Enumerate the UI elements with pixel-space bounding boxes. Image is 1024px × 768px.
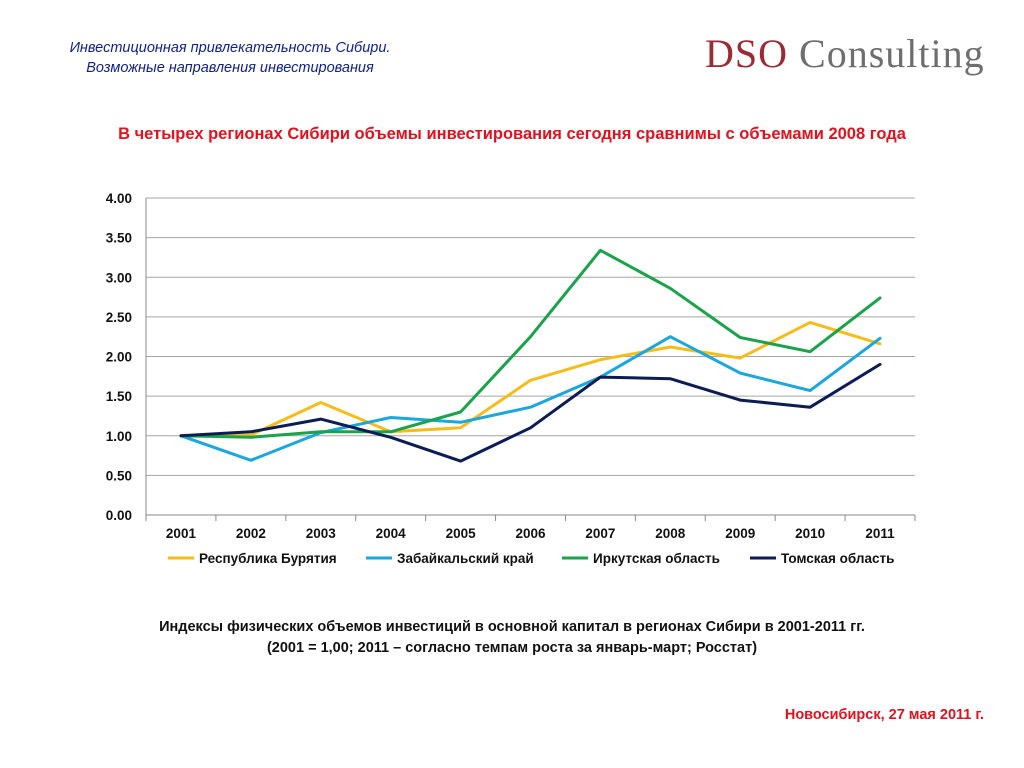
x-tick-label: 2008 bbox=[655, 526, 686, 541]
x-tick-label: 2009 bbox=[725, 526, 755, 541]
presentation-title: Инвестиционная привлекательность Сибири.… bbox=[30, 38, 430, 78]
legend-label: Томская область bbox=[781, 551, 894, 566]
y-tick-label: 2.00 bbox=[106, 350, 132, 365]
x-tick-label: 2011 bbox=[865, 526, 895, 541]
legend-label: Иркутская область bbox=[593, 551, 720, 566]
y-tick-label: 1.50 bbox=[106, 389, 132, 404]
footer-date: Новосибирск, 27 мая 2011 г. bbox=[784, 707, 984, 723]
chart-caption-line1: Индексы физических объемов инвестиций в … bbox=[159, 619, 865, 635]
x-tick-label: 2006 bbox=[515, 526, 546, 541]
logo-dso: DSO bbox=[705, 31, 789, 76]
slide-headline: В четырех регионах Сибири объемы инвести… bbox=[118, 125, 906, 143]
y-tick-label: 4.00 bbox=[106, 191, 132, 206]
series-line-3 bbox=[179, 248, 882, 439]
legend-label: Забайкальский край bbox=[397, 551, 534, 566]
x-tick-label: 2002 bbox=[236, 526, 266, 541]
presentation-title-line1: Инвестиционная привлекательность Сибири. bbox=[69, 40, 391, 56]
series-line-1 bbox=[179, 320, 882, 438]
x-tick-label: 2003 bbox=[306, 526, 337, 541]
series-line-4 bbox=[179, 362, 882, 463]
chart-caption: Индексы физических объемов инвестиций в … bbox=[0, 617, 1024, 659]
investment-index-line-chart: 0.00 0.50 1.00 1.50 2.00 2.50 3.00 3.50 4.00 2001… bbox=[106, 191, 916, 566]
x-tick-label: 2010 bbox=[795, 526, 825, 541]
y-tick-label: 3.00 bbox=[106, 270, 132, 285]
x-tick-label: 2005 bbox=[446, 526, 477, 541]
x-tick-label: 2007 bbox=[585, 526, 615, 541]
y-tick-label: 1.00 bbox=[106, 429, 132, 444]
series-line-2 bbox=[179, 335, 882, 462]
legend-label: Республика Бурятия bbox=[199, 551, 337, 566]
y-tick-label: 0.50 bbox=[106, 468, 132, 483]
logo-consulting: Consulting bbox=[799, 31, 985, 76]
presentation-title-line2: Возможные направления инвестирования bbox=[86, 60, 374, 76]
y-tick-label: 2.50 bbox=[106, 310, 132, 325]
company-logo: DSO Consulting bbox=[705, 30, 985, 77]
y-tick-label: 3.50 bbox=[106, 231, 132, 246]
x-tick-label: 2004 bbox=[376, 526, 407, 541]
chart-caption-line2: (2001 = 1,00; 2011 – согласно темпам рос… bbox=[266, 640, 758, 656]
x-tick-label: 2001 bbox=[166, 526, 197, 541]
y-tick-label: 0.00 bbox=[106, 508, 132, 523]
